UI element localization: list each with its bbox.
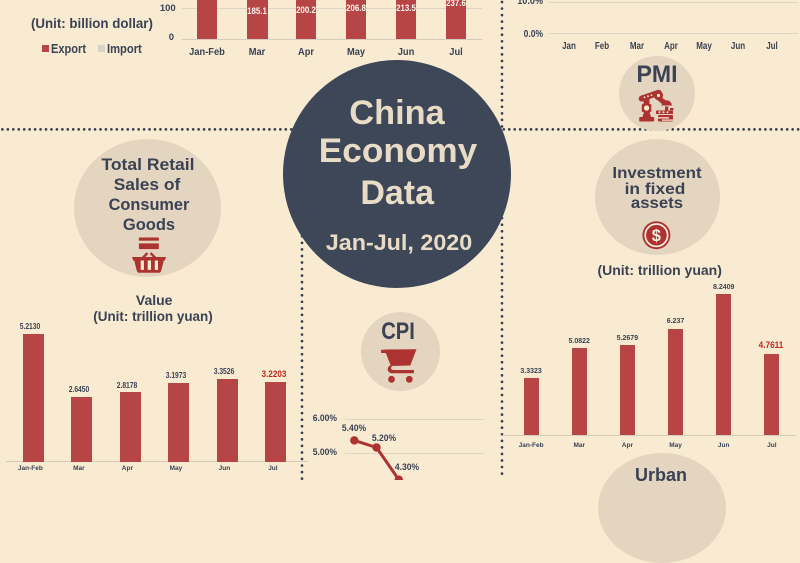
svg-text:$: $: [652, 227, 661, 245]
